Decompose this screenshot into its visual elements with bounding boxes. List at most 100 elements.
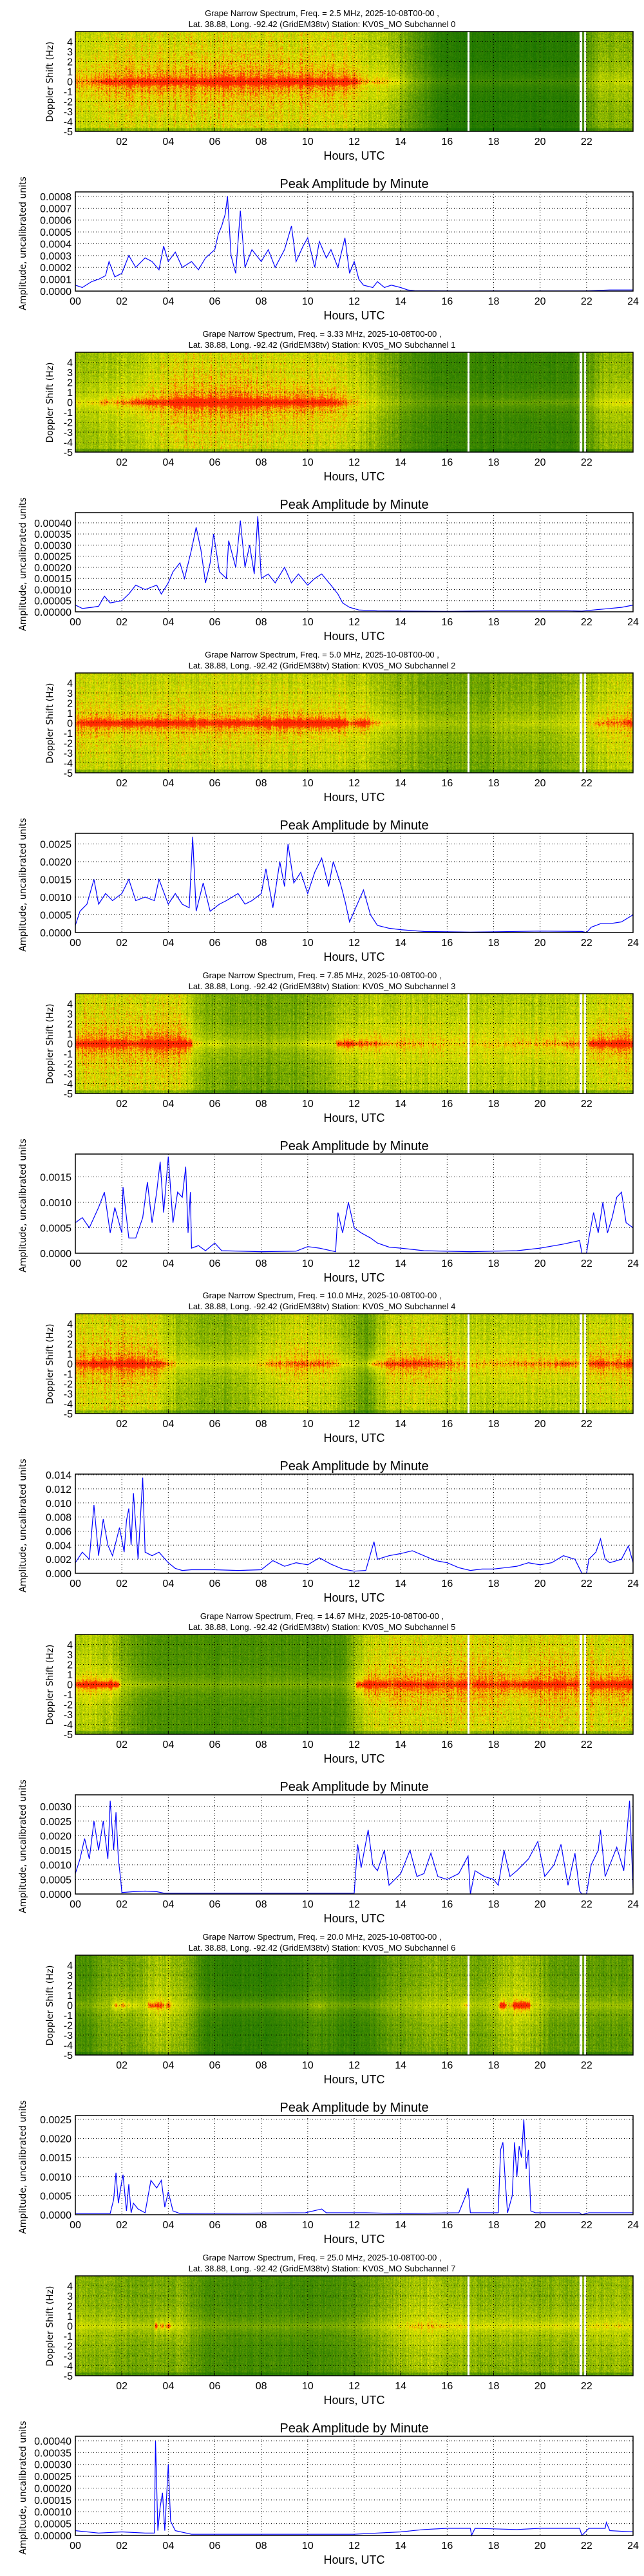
amplitude-series-line — [75, 1477, 634, 1575]
x-tick-label: 20 — [535, 2060, 546, 2071]
x-tick-label: 10 — [302, 1578, 314, 1589]
x-tick-label: 10 — [302, 617, 314, 628]
y-axis-label: Doppler Shift (Hz) — [45, 1003, 55, 1084]
x-tick-label: 10 — [302, 2220, 314, 2231]
x-tick-label: 14 — [395, 1419, 406, 1430]
x-tick-label: 24 — [627, 617, 639, 628]
y-tick-label: 0 — [67, 397, 73, 408]
y-axis-label: Doppler Shift (Hz) — [45, 362, 55, 442]
x-tick-label: 22 — [581, 2541, 592, 2552]
spectrogram-title-line-1: Grape Narrow Spectrum, Freq. = 20.0 MHz,… — [202, 1932, 441, 1942]
line-chart-frame — [75, 832, 634, 933]
y-tick-label: 0.0002 — [40, 263, 71, 274]
x-tick-label: 08 — [256, 296, 267, 307]
x-tick-label: 22 — [581, 137, 592, 147]
spectrogram-grid — [75, 1314, 633, 1414]
x-tick-label: 18 — [488, 296, 500, 307]
y-axis-label: Doppler Shift (Hz) — [45, 2286, 55, 2367]
y-tick-label: 0.00030 — [34, 2460, 71, 2471]
x-tick-label: 02 — [116, 778, 128, 789]
x-tick-label: 14 — [395, 1099, 406, 1110]
x-tick-label: 22 — [581, 1899, 592, 1910]
y-tick-label: 2 — [67, 1981, 73, 1992]
x-tick-label: 02 — [116, 1419, 128, 1430]
y-tick-label: -1 — [64, 1690, 73, 1701]
x-tick-label: 24 — [627, 1578, 639, 1589]
y-tick-label: 0.00005 — [34, 2519, 71, 2530]
y-tick-label: -3 — [64, 1710, 73, 1721]
y-tick-label: 0 — [67, 1359, 73, 1370]
y-tick-label: 0.00015 — [34, 2496, 71, 2506]
y-tick-label: -1 — [64, 2331, 73, 2342]
y-tick-label: -3 — [64, 748, 73, 759]
y-tick-label: 1 — [67, 1670, 73, 1681]
x-tick-label: 20 — [535, 617, 546, 628]
x-tick-label: 18 — [488, 778, 500, 789]
panel-svg: 02 04 06 08 10 12 14 16 18 20 2243210-1-2-3-4-5Gra… — [18, 1611, 639, 1924]
x-tick-label: 16 — [441, 296, 453, 307]
x-tick-label: 12 — [348, 617, 360, 628]
y-tick-label: 0.008 — [46, 1513, 71, 1524]
y-tick-label: 0.0005 — [40, 1875, 71, 1886]
y-tick-label: -4 — [64, 437, 73, 448]
spectrogram-title-line-2: Lat. 38.88, Long. -92.42 (GridEM38tv) St… — [189, 1943, 456, 1953]
x-tick-label: 16 — [441, 1258, 453, 1269]
x-tick-label: 08 — [256, 1899, 267, 1910]
x-tick-label: 16 — [441, 137, 453, 147]
x-tick-label: 00 — [70, 617, 81, 628]
y-axis-label: Amplitude, uncalibrated units — [18, 2100, 28, 2234]
y-tick-label: 4 — [67, 1961, 73, 1972]
y-tick-label: 3 — [67, 1650, 73, 1661]
x-tick-label: 02 — [116, 1578, 128, 1589]
subchannel-panel: 02 04 06 08 10 12 14 16 18 20 22 4 3 2 1 0 -1 -2 -3 -4 -5 Gra… — [0, 641, 644, 962]
y-tick-label: 0.0000 — [40, 287, 71, 298]
x-tick-label: 14 — [395, 296, 406, 307]
x-tick-label: 10 — [302, 2060, 314, 2071]
y-tick-label: -2 — [64, 1379, 73, 1390]
y-tick-label: -3 — [64, 1069, 73, 1080]
y-tick-label: 0.0025 — [40, 839, 71, 850]
y-tick-label: 0 — [67, 1680, 73, 1691]
x-tick-label: 08 — [256, 778, 267, 789]
x-tick-label: 20 — [535, 1099, 546, 1110]
y-tick-label: 0.00020 — [34, 2484, 71, 2495]
line-chart-grid — [75, 1795, 634, 1895]
spectrogram-frame — [75, 992, 634, 1094]
y-tick-label: 3 — [67, 1329, 73, 1340]
x-tick-label: 12 — [348, 1419, 360, 1430]
x-tick-label: 14 — [395, 2060, 406, 2071]
x-tick-label: 14 — [395, 778, 406, 789]
x-tick-label: 18 — [488, 617, 500, 628]
y-tick-label: -2 — [64, 417, 73, 428]
x-axis-label: Hours, UTC — [323, 2073, 384, 2086]
y-tick-label: 0.0015 — [40, 1172, 71, 1183]
y-tick-label: 0.0007 — [40, 204, 71, 214]
spectrogram-frame — [75, 31, 634, 132]
spectrogram-title-line-2: Lat. 38.88, Long. -92.42 (GridEM38tv) St… — [189, 340, 456, 350]
subchannel-panel: 02 04 06 08 10 12 14 16 18 20 22 4 3 2 1 0 -1 -2 -3 -4 -5 Gra… — [0, 1924, 644, 2244]
x-tick-label: 20 — [535, 2220, 546, 2231]
x-tick-label: 18 — [488, 2060, 500, 2071]
y-tick-label: 0.0005 — [40, 910, 71, 921]
panel-svg: 02 04 06 08 10 12 14 16 18 20 2243210-1-2-3-4-5Gra… — [18, 971, 639, 1283]
x-tick-label: 20 — [535, 1578, 546, 1589]
x-tick-label: 02 — [116, 1099, 128, 1110]
amplitude-series-line — [75, 837, 634, 933]
y-tick-label: 0.0015 — [40, 875, 71, 886]
x-tick-label: 02 — [116, 938, 128, 949]
x-tick-label: 08 — [256, 2220, 267, 2231]
line-chart-grid — [75, 833, 634, 933]
y-tick-label: 0.000 — [46, 1569, 71, 1580]
x-axis-label: Hours, UTC — [323, 1271, 384, 1283]
y-tick-label: -4 — [64, 1399, 73, 1410]
y-tick-label: 1 — [67, 1349, 73, 1360]
line-chart-title: Peak Amplitude by Minute — [279, 1780, 428, 1794]
x-tick-label: 08 — [256, 2381, 267, 2392]
y-tick-label: 1 — [67, 1029, 73, 1040]
line-chart-title: Peak Amplitude by Minute — [279, 1139, 428, 1153]
x-tick-label: 18 — [488, 1258, 500, 1269]
y-tick-label: 3 — [67, 1971, 73, 1982]
x-tick-label: 10 — [302, 1899, 314, 1910]
line-chart-grid — [75, 512, 634, 612]
y-tick-label: 0.0005 — [40, 1223, 71, 1234]
